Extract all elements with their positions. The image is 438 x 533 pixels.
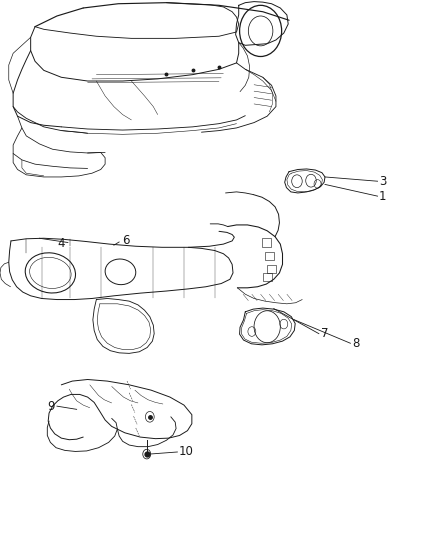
Text: 4: 4: [57, 237, 65, 250]
Bar: [263, 273, 272, 281]
Bar: [262, 238, 271, 247]
Text: 8: 8: [352, 337, 360, 350]
Text: 7: 7: [321, 327, 328, 340]
Text: 9: 9: [47, 400, 55, 413]
Text: 6: 6: [122, 235, 129, 247]
Bar: [265, 252, 274, 260]
Text: 1: 1: [379, 190, 386, 203]
Text: 3: 3: [379, 175, 386, 188]
Text: 10: 10: [179, 446, 194, 458]
Bar: [267, 265, 276, 273]
